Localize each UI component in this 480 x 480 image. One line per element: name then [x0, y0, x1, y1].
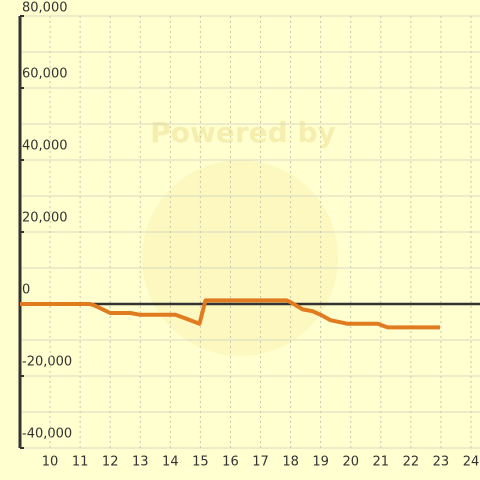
x-tick-label: 13 [132, 455, 149, 470]
y-tick-label: 0 [22, 283, 30, 298]
series-line [20, 298, 441, 330]
x-tick-label: 20 [342, 455, 359, 470]
x-tick-label: 10 [42, 455, 59, 470]
x-tick-label: 15 [192, 455, 209, 470]
y-tick-label: 40,000 [22, 139, 68, 154]
x-tick-label: 16 [222, 455, 239, 470]
x-tick-label: 24 [463, 455, 480, 470]
y-tick-label: -40,000 [22, 427, 72, 442]
y-tick-label: 20,000 [22, 211, 68, 226]
x-tick-label: 17 [252, 455, 269, 470]
x-tick-label: 21 [373, 455, 390, 470]
y-tick-label: -20,000 [22, 355, 72, 370]
x-tick-label: 14 [162, 455, 179, 470]
watermark: Powered by [150, 116, 336, 149]
x-tick-label: 12 [102, 455, 119, 470]
y-tick-label: 80,000 [22, 1, 68, 16]
y-tick-label: 60,000 [22, 67, 68, 82]
watermark-logo [142, 160, 338, 356]
x-tick-label: 19 [312, 455, 329, 470]
x-tick-label: 11 [72, 455, 89, 470]
x-tick-label: 22 [403, 455, 420, 470]
x-tick-label: 18 [282, 455, 299, 470]
x-tick-label: 23 [433, 455, 450, 470]
